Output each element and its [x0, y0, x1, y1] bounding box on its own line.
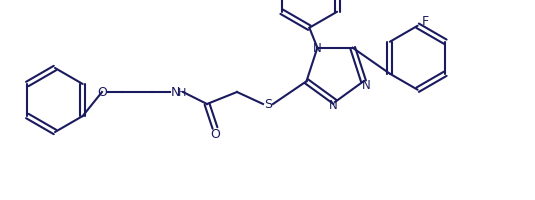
Text: O: O — [210, 127, 220, 140]
Text: N: N — [328, 99, 338, 112]
Text: N: N — [170, 86, 180, 99]
Text: N: N — [313, 42, 322, 55]
Text: F: F — [422, 15, 429, 28]
Text: H: H — [178, 88, 186, 98]
Text: O: O — [97, 86, 107, 99]
Text: N: N — [362, 78, 371, 91]
Text: S: S — [264, 98, 272, 111]
